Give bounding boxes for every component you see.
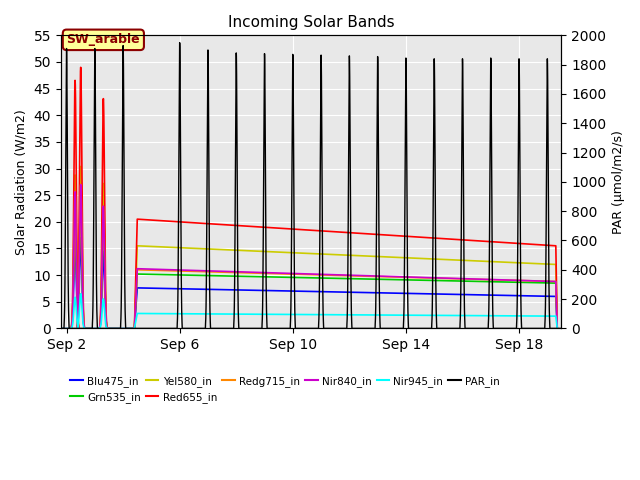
Title: Incoming Solar Bands: Incoming Solar Bands: [228, 15, 394, 30]
Y-axis label: PAR (μmol/m2/s): PAR (μmol/m2/s): [612, 130, 625, 234]
Y-axis label: Solar Radiation (W/m2): Solar Radiation (W/m2): [15, 109, 28, 255]
Text: SW_arable: SW_arable: [67, 33, 140, 47]
Legend: Blu475_in, Grn535_in, Yel580_in, Red655_in, Redg715_in, Nir840_in, Nir945_in, PA: Blu475_in, Grn535_in, Yel580_in, Red655_…: [66, 372, 504, 407]
